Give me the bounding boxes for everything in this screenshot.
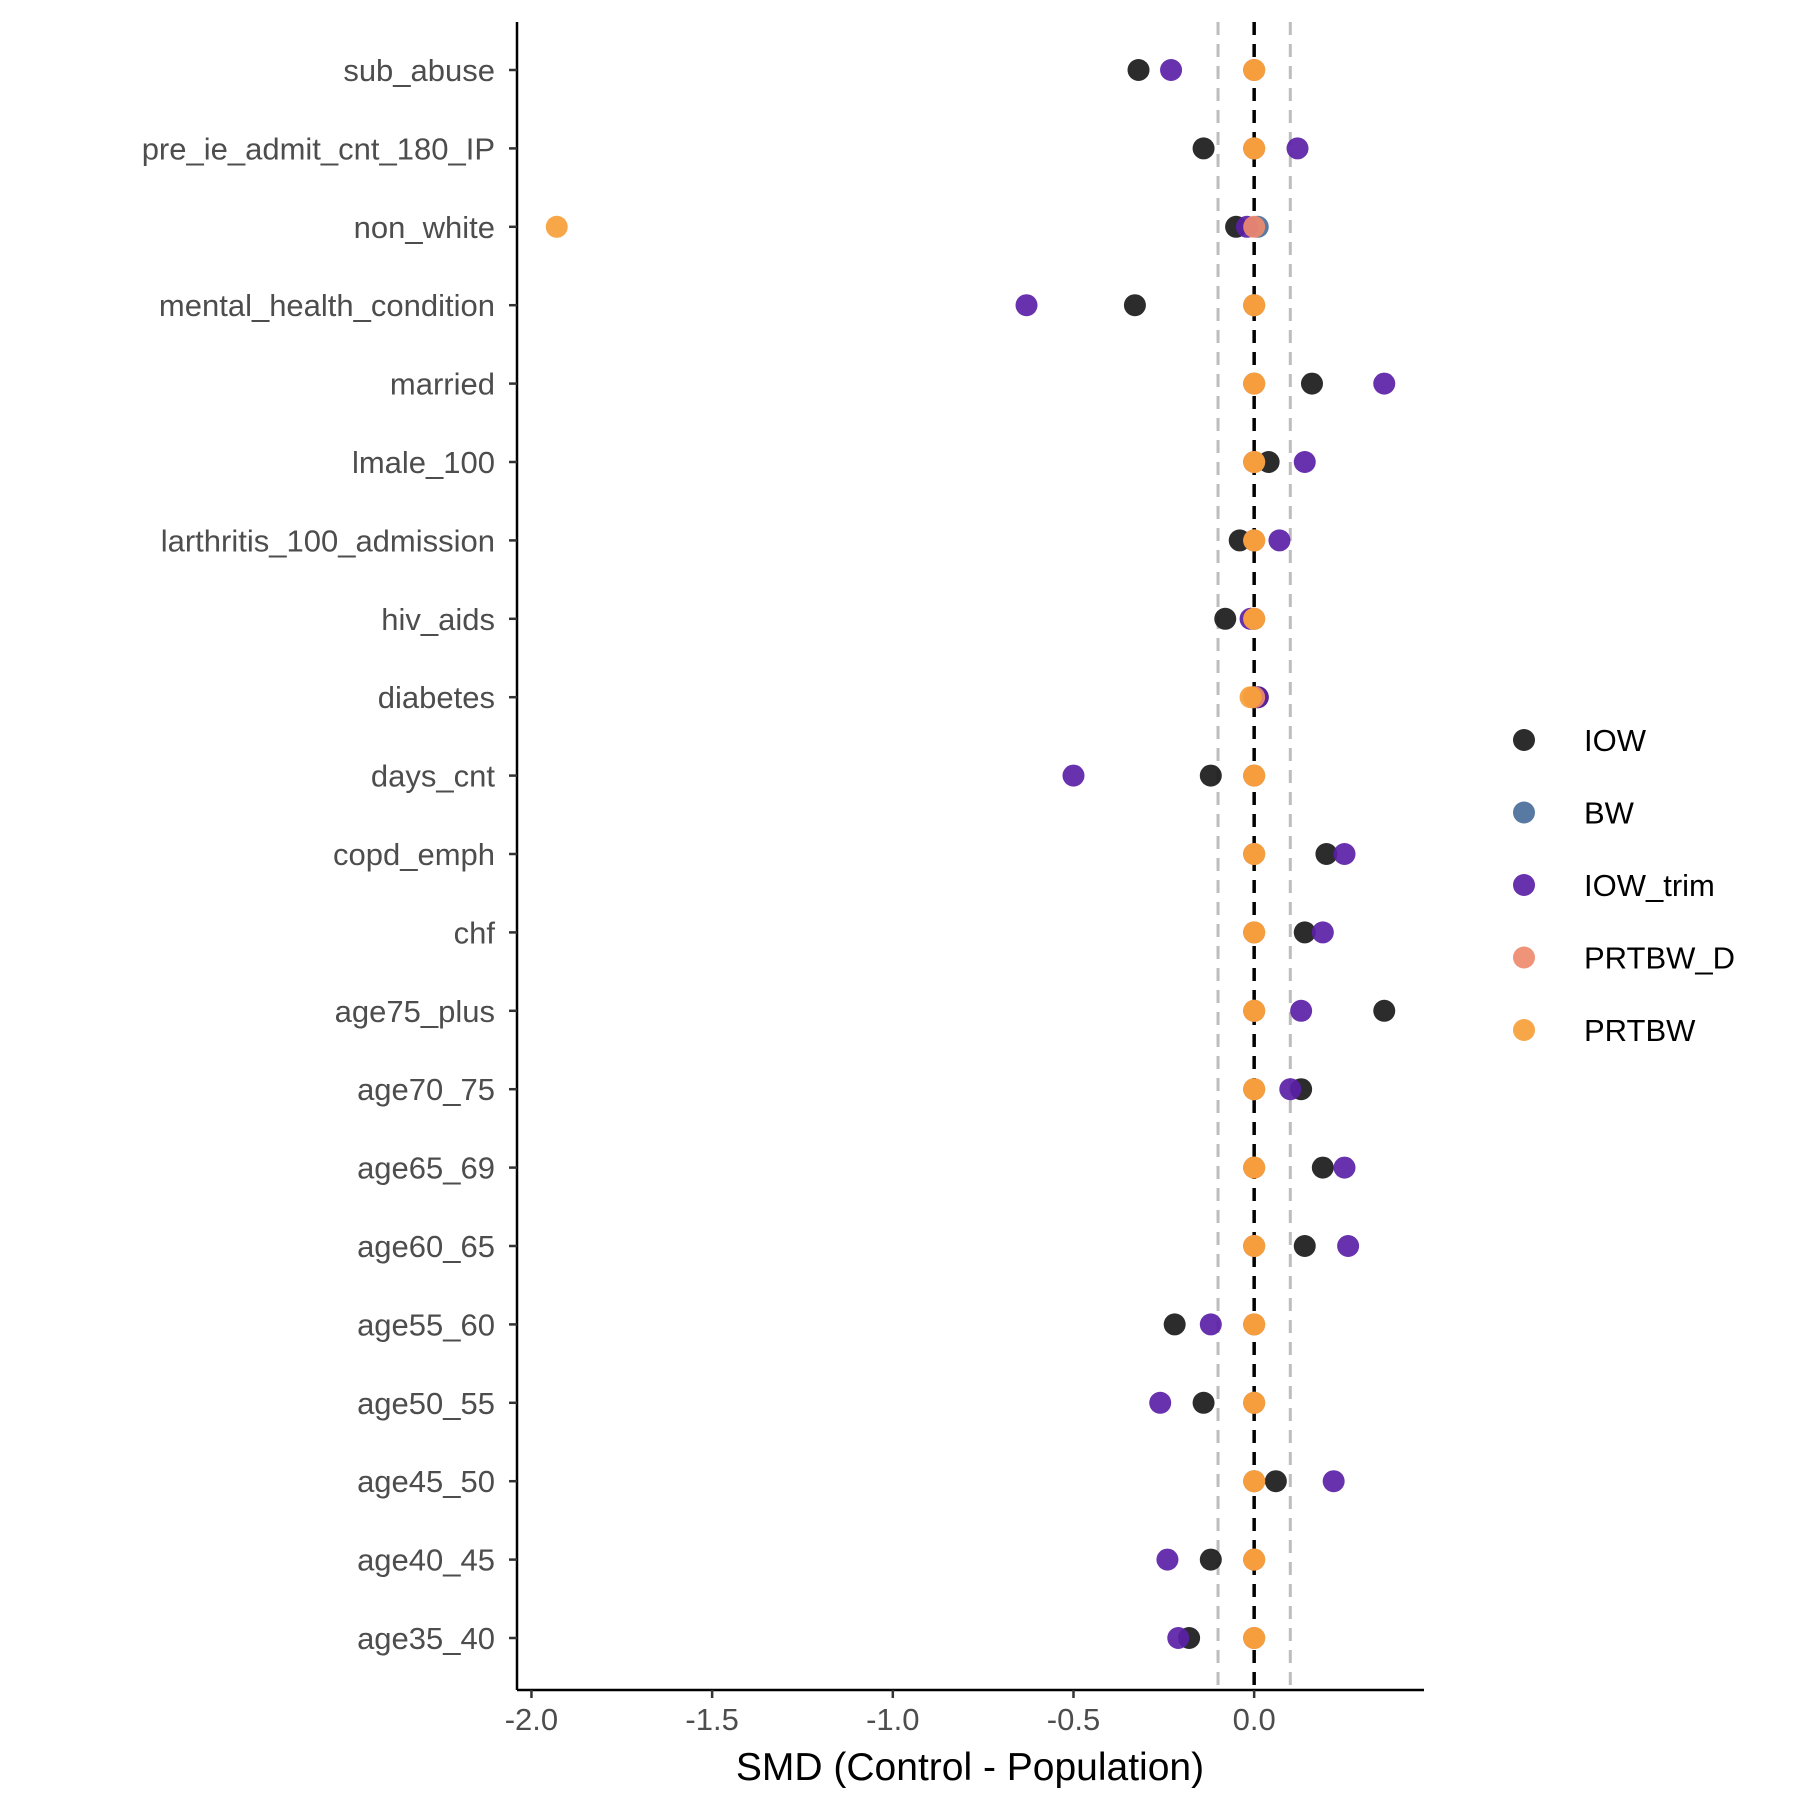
point-IOW_trim-larthritis_100_admission (1268, 529, 1291, 552)
point-IOW_trim-age45_50 (1322, 1470, 1345, 1493)
y-tick-label: sub_abuse (343, 53, 495, 88)
point-IOW_trim-days_cnt (1062, 764, 1085, 787)
y-tick-label: lmale_100 (352, 445, 495, 480)
x-tick-label: -1.5 (685, 1702, 738, 1737)
point-IOW-hiv_aids (1214, 607, 1237, 630)
legend-label-PRTBW_D: PRTBW_D (1584, 941, 1735, 976)
y-tick-label: age60_65 (357, 1229, 495, 1264)
point-IOW-age60_65 (1293, 1235, 1316, 1257)
point-PRTBW_D-non_white (1243, 215, 1266, 238)
x-axis-label: SMD (Control - Population) (736, 1746, 1204, 1789)
point-IOW_trim-age70_75 (1279, 1078, 1302, 1101)
point-PRTBW-non_white (545, 215, 568, 238)
point-PRTBW-mental_health_condition (1243, 294, 1266, 317)
legend-label-BW: BW (1584, 796, 1635, 831)
point-PRTBW-chf (1243, 921, 1266, 944)
x-tick-label: 0.0 (1233, 1702, 1276, 1737)
legend-key-BW (1513, 801, 1535, 824)
point-PRTBW-married (1243, 372, 1266, 395)
point-IOW_trim-lmale_100 (1293, 451, 1316, 473)
point-PRTBW-diabetes (1239, 686, 1262, 709)
point-IOW_trim-sub_abuse (1160, 59, 1183, 81)
point-PRTBW-lmale_100 (1243, 451, 1266, 473)
point-IOW-married (1300, 372, 1323, 395)
y-tick-label: age65_69 (357, 1151, 495, 1186)
point-PRTBW-sub_abuse (1243, 59, 1266, 81)
point-IOW_trim-age35_40 (1167, 1627, 1190, 1649)
point-PRTBW-larthritis_100_admission (1243, 529, 1266, 552)
point-IOW-days_cnt (1199, 764, 1222, 787)
point-IOW-age75_plus (1373, 999, 1396, 1022)
point-PRTBW-age60_65 (1243, 1235, 1266, 1257)
point-IOW-sub_abuse (1127, 59, 1150, 81)
point-PRTBW-age55_60 (1243, 1313, 1266, 1336)
point-PRTBW-days_cnt (1243, 764, 1266, 787)
legend-key-IOW (1513, 729, 1535, 751)
point-IOW-age55_60 (1163, 1313, 1186, 1336)
legend-key-PRTBW_D (1513, 946, 1535, 969)
point-PRTBW-age45_50 (1243, 1470, 1266, 1493)
point-IOW-age65_69 (1311, 1156, 1334, 1179)
point-IOW_trim-married (1373, 372, 1396, 395)
point-IOW-copd_emph (1315, 843, 1338, 865)
y-tick-label: age70_75 (357, 1072, 495, 1107)
point-IOW_trim-pre_ie_admit_cnt_180_IP (1286, 137, 1309, 160)
y-tick-label: age55_60 (357, 1307, 495, 1342)
point-PRTBW-age70_75 (1243, 1078, 1266, 1101)
point-IOW_trim-age60_65 (1337, 1235, 1360, 1257)
point-IOW-age50_55 (1192, 1391, 1215, 1414)
point-IOW_trim-age50_55 (1149, 1391, 1172, 1414)
x-tick-labels: -2.0 -1.5 -1.0 -0.5 0.0 (505, 1690, 1276, 1737)
y-tick-label: age50_55 (357, 1386, 495, 1421)
legend-label-PRTBW: PRTBW (1584, 1013, 1696, 1048)
point-IOW_trim-age65_69 (1333, 1156, 1356, 1179)
y-tick-label: married (390, 367, 495, 402)
y-tick-label: hiv_aids (381, 602, 495, 637)
y-tick-label: chf (454, 915, 496, 950)
point-PRTBW-copd_emph (1243, 843, 1266, 865)
point-IOW-mental_health_condition (1123, 294, 1146, 317)
point-IOW_trim-age75_plus (1290, 999, 1313, 1022)
y-tick-label: copd_emph (333, 837, 495, 872)
y-tick-label: age35_40 (357, 1621, 495, 1656)
y-tick-label: age40_45 (357, 1543, 495, 1578)
point-PRTBW-age75_plus (1243, 999, 1266, 1022)
y-tick-label: pre_ie_admit_cnt_180_IP (142, 131, 495, 166)
point-PRTBW-age65_69 (1243, 1156, 1266, 1179)
legend-key-IOW_trim (1513, 874, 1535, 896)
point-PRTBW-hiv_aids (1243, 607, 1266, 630)
point-PRTBW-age35_40 (1243, 1627, 1266, 1649)
point-IOW_trim-age55_60 (1199, 1313, 1222, 1336)
point-IOW_trim-age40_45 (1156, 1548, 1179, 1571)
point-IOW_trim-copd_emph (1333, 843, 1356, 865)
legend-label-IOW: IOW (1584, 723, 1647, 758)
legend-label-IOW_trim: IOW_trim (1584, 868, 1715, 903)
y-tick-labels: sub_abuse pre_ie_admit_cnt_180_IP non_whit… (142, 53, 517, 1656)
data-points (545, 59, 1396, 1649)
legend: IOW BW IOW_trim PRTBW_D PRTBW (1513, 723, 1735, 1048)
point-PRTBW-pre_ie_admit_cnt_180_IP (1243, 137, 1266, 160)
legend-key-PRTBW (1513, 1019, 1535, 1041)
point-IOW-chf (1293, 921, 1316, 944)
point-IOW_trim-chf (1311, 921, 1334, 944)
axes (515, 22, 1424, 1692)
y-tick-label: diabetes (378, 680, 495, 715)
x-tick-label: -2.0 (505, 1702, 558, 1737)
y-tick-label: days_cnt (371, 759, 495, 794)
point-IOW-age40_45 (1199, 1548, 1222, 1571)
point-PRTBW-age50_55 (1243, 1391, 1266, 1414)
y-tick-label: age75_plus (335, 994, 495, 1029)
x-tick-label: -1.0 (866, 1702, 919, 1737)
y-tick-label: non_white (354, 210, 495, 245)
point-IOW_trim-mental_health_condition (1015, 294, 1038, 317)
y-tick-label: larthritis_100_admission (161, 523, 495, 558)
x-tick-label: -0.5 (1047, 1702, 1100, 1737)
point-IOW-pre_ie_admit_cnt_180_IP (1192, 137, 1215, 160)
point-PRTBW-age40_45 (1243, 1548, 1266, 1571)
y-tick-label: mental_health_condition (159, 288, 495, 323)
point-IOW-age45_50 (1264, 1470, 1287, 1493)
y-tick-label: age45_50 (357, 1464, 495, 1499)
